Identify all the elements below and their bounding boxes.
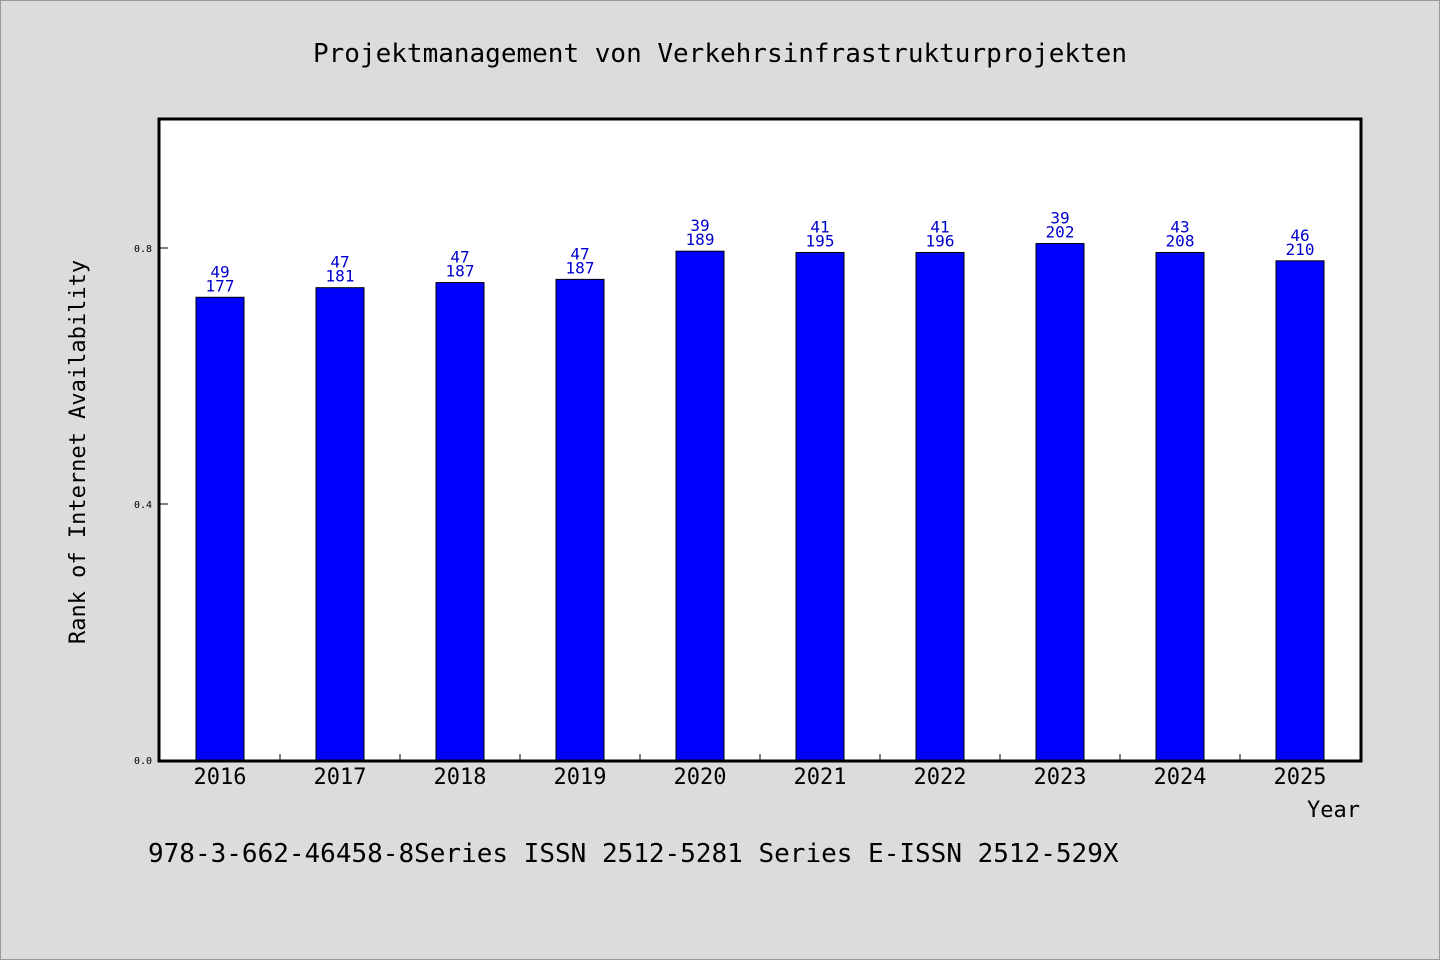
x-tick-label: 2017	[314, 765, 367, 790]
y-tick-label: 0.0	[134, 756, 152, 767]
y-axis-title: Rank of Internet Availability	[66, 260, 91, 644]
bar	[435, 282, 485, 761]
bar	[555, 278, 605, 761]
data-label-top: 46	[1290, 226, 1309, 245]
data-label-bottom: 208	[1166, 231, 1195, 250]
data-label-bottom: 189	[686, 230, 715, 249]
x-axis-title: Year	[1307, 798, 1360, 823]
y-axis: 0.0 0.4 0.8	[134, 244, 168, 767]
x-tick-label: 2020	[674, 765, 727, 790]
x-tick-label: 2018	[434, 765, 487, 790]
chart-title: Projektmanagement von Verkehrsinfrastruk…	[313, 39, 1127, 69]
bar	[315, 287, 365, 761]
data-label-top: 47	[570, 244, 589, 263]
data-label-bottom: 195	[806, 231, 835, 250]
bars	[195, 243, 1325, 761]
data-label-top: 39	[1050, 209, 1069, 228]
bar	[915, 251, 965, 761]
bar	[1035, 243, 1085, 761]
data-label-bottom: 210	[1286, 240, 1315, 259]
data-label-top: 41	[930, 217, 949, 236]
bar	[675, 250, 725, 761]
bar	[195, 296, 245, 761]
x-tick-label: 2016	[194, 765, 247, 790]
data-label-top: 43	[1170, 217, 1189, 236]
x-tick-label: 2024	[1154, 765, 1207, 790]
x-tick-label: 2023	[1034, 765, 1087, 790]
x-tick-label: 2019	[554, 765, 607, 790]
data-label-bottom: 187	[566, 258, 595, 277]
bar	[1155, 251, 1205, 761]
data-label-top: 41	[810, 217, 829, 236]
bar	[1275, 260, 1325, 761]
data-label-top: 39	[690, 216, 709, 235]
data-label-top: 47	[330, 253, 349, 272]
bar	[795, 251, 845, 761]
x-tick-label: 2022	[914, 765, 967, 790]
data-label-bottom: 202	[1046, 223, 1075, 242]
data-label-bottom: 181	[326, 267, 355, 286]
footer-isbn-issn: 978-3-662-46458-8Series ISSN 2512-5281 S…	[148, 839, 1119, 869]
data-label-top: 47	[450, 248, 469, 267]
x-tick-label: 2025	[1274, 765, 1327, 790]
y-tick-label: 0.4	[134, 500, 152, 511]
y-tick-label: 0.8	[134, 244, 152, 255]
data-label-bottom: 187	[446, 262, 475, 281]
data-label-top: 49	[210, 262, 229, 281]
x-axis: 2016 2017 2018 2019 2020 2021 2022 2023 2024 2025	[194, 754, 1327, 790]
x-tick-label: 2021	[794, 765, 847, 790]
data-label-bottom: 177	[206, 276, 235, 295]
data-label-bottom: 196	[926, 231, 955, 250]
